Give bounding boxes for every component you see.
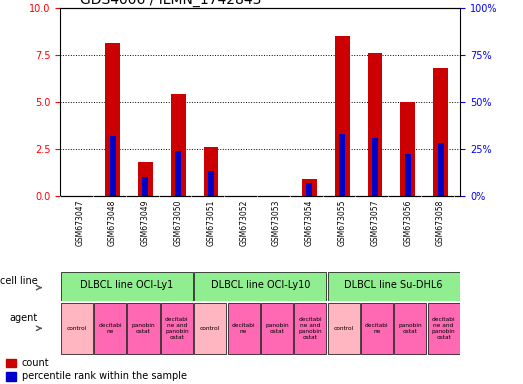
Bar [128, 303, 160, 354]
Bar [394, 303, 426, 354]
Bar [138, 162, 153, 196]
Text: GSM673047: GSM673047 [75, 200, 84, 246]
Bar [361, 303, 393, 354]
Bar [438, 143, 444, 196]
Text: GSM673056: GSM673056 [403, 200, 412, 246]
Bar [368, 53, 382, 196]
Text: GSM673058: GSM673058 [436, 200, 445, 246]
Bar [110, 136, 116, 196]
Text: DLBCL line Su-DHL6: DLBCL line Su-DHL6 [344, 280, 443, 290]
Bar [335, 36, 349, 196]
Bar [175, 151, 181, 196]
Text: GSM673051: GSM673051 [207, 200, 215, 246]
Bar [6, 359, 16, 367]
Bar [105, 43, 120, 196]
Text: control: control [67, 326, 87, 331]
Bar [302, 179, 317, 196]
Text: GSM673055: GSM673055 [338, 200, 347, 246]
Text: GSM673053: GSM673053 [272, 200, 281, 246]
Bar [6, 372, 16, 381]
Bar [401, 102, 415, 196]
Text: panobin
ostat: panobin ostat [265, 323, 289, 334]
Bar [61, 303, 93, 354]
Bar [405, 154, 411, 196]
Text: GDS4006 / ILMN_1742843: GDS4006 / ILMN_1742843 [80, 0, 262, 7]
Text: decitabi
ne and
panobin
ostat: decitabi ne and panobin ostat [432, 317, 456, 339]
Bar [142, 177, 149, 196]
Bar [428, 303, 460, 354]
Text: decitabi
ne and
panobin
ostat: decitabi ne and panobin ostat [165, 317, 189, 339]
Bar [161, 303, 193, 354]
Text: GSM673048: GSM673048 [108, 200, 117, 246]
Text: control: control [334, 326, 354, 331]
Bar [372, 137, 378, 196]
Text: GSM673050: GSM673050 [174, 200, 183, 246]
Bar [194, 271, 326, 301]
Text: decitabi
ne: decitabi ne [232, 323, 255, 334]
Text: panobin
ostat: panobin ostat [132, 323, 155, 334]
Text: GSM673049: GSM673049 [141, 200, 150, 246]
Text: decitabi
ne: decitabi ne [98, 323, 122, 334]
Bar [194, 303, 226, 354]
Bar [433, 68, 448, 196]
Text: count: count [21, 358, 49, 368]
Text: agent: agent [9, 313, 37, 323]
Bar [327, 303, 359, 354]
Bar [294, 303, 326, 354]
Bar [228, 303, 259, 354]
Bar [203, 147, 219, 196]
Bar [339, 134, 345, 196]
Text: DLBCL line OCI-Ly1: DLBCL line OCI-Ly1 [80, 280, 174, 290]
Bar [171, 94, 186, 196]
Text: cell line: cell line [0, 276, 37, 286]
Bar [306, 183, 312, 196]
Bar [261, 303, 293, 354]
Text: decitabi
ne and
panobin
ostat: decitabi ne and panobin ostat [299, 317, 322, 339]
Bar [94, 303, 126, 354]
Text: decitabi
ne: decitabi ne [365, 323, 389, 334]
Text: panobin
ostat: panobin ostat [399, 323, 422, 334]
Text: DLBCL line OCI-Ly10: DLBCL line OCI-Ly10 [210, 280, 310, 290]
Text: GSM673052: GSM673052 [240, 200, 248, 246]
Text: control: control [200, 326, 220, 331]
Bar [61, 271, 193, 301]
Bar [208, 171, 214, 196]
Text: GSM673057: GSM673057 [370, 200, 380, 246]
Bar [327, 271, 460, 301]
Text: percentile rank within the sample: percentile rank within the sample [21, 371, 187, 381]
Text: GSM673054: GSM673054 [305, 200, 314, 246]
